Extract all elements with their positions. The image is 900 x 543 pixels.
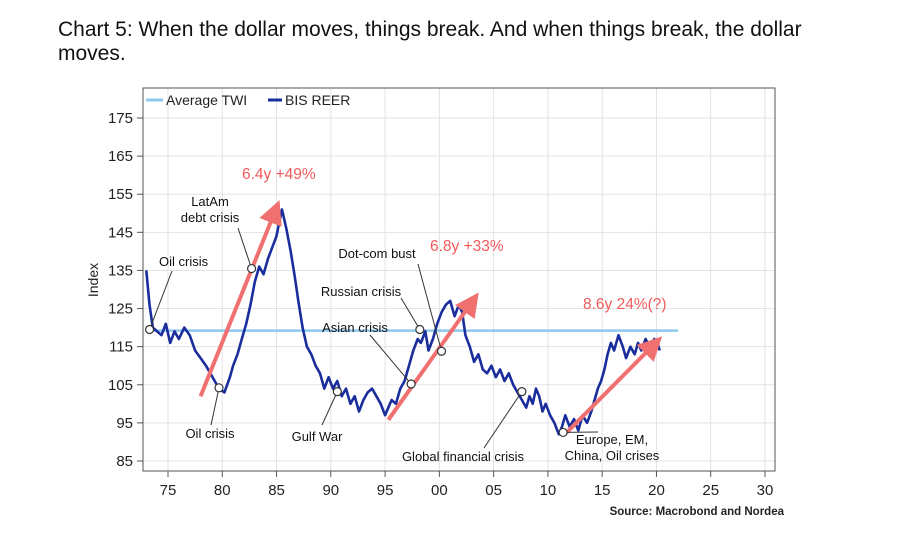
y-tick-label: 125 (108, 301, 133, 318)
annotation-label: Russian crisis (321, 284, 402, 299)
x-tick-label: 05 (485, 482, 502, 499)
x-tick-label: 00 (431, 482, 448, 499)
y-axis: 85 95 105 115 125 135 145 155 165 175 (108, 110, 143, 470)
legend: Average TWI BIS REER (146, 92, 350, 108)
annotation-marker (332, 387, 342, 397)
x-tick-label: 80 (214, 482, 231, 499)
legend-label-twi: Average TWI (166, 92, 247, 108)
chart-title: Chart 5: When the dollar moves, things b… (58, 18, 802, 65)
annotation-marker (558, 427, 568, 438)
y-axis-label: Index (85, 263, 101, 297)
annotation-leader (321, 391, 338, 426)
x-tick-label: 20 (648, 482, 665, 499)
trend-label: 6.8y +33% (430, 238, 504, 255)
annotation-leader (210, 387, 220, 426)
x-tick-label: 10 (540, 482, 557, 499)
x-tick-label: 95 (377, 482, 394, 499)
annotation-marker (214, 383, 224, 393)
source-note: Source: Macrobond and Nordea (609, 506, 784, 518)
y-tick-label: 85 (116, 453, 133, 470)
annotation-label: debt crisis (181, 210, 240, 225)
annotation-leader (400, 297, 421, 330)
annotation-marker (517, 387, 527, 397)
y-tick-label: 165 (108, 148, 133, 165)
y-tick-label: 155 (108, 186, 133, 203)
annotation-label: China, Oil crises (565, 448, 660, 463)
x-tick-label: 85 (268, 482, 285, 499)
annotation-leader (483, 391, 523, 449)
annotation-marker (246, 263, 257, 274)
trend-label: 6.4y +49% (242, 166, 316, 183)
annotation-leader (237, 227, 253, 269)
y-tick-label: 115 (109, 339, 133, 356)
annotation-label: Oil crisis (185, 426, 235, 441)
trend-label: 8.6y 24%(?) (583, 296, 667, 313)
annotation-label: Europe, EM, (576, 432, 648, 447)
trend-arrow (564, 336, 663, 435)
plot-frame (142, 87, 776, 472)
annotation-leader (417, 263, 443, 352)
annotation-label: Oil crisis (159, 254, 209, 269)
annotation-marker (144, 324, 155, 335)
gridlines (143, 88, 775, 471)
annotation-leader (149, 270, 173, 330)
legend-label-reer: BIS REER (285, 92, 350, 108)
y-tick-label: 175 (108, 110, 133, 127)
x-tick-label: 90 (322, 482, 339, 499)
y-tick-label: 145 (108, 224, 133, 241)
x-tick-label: 75 (160, 482, 177, 499)
annotation-label: Dot-com bust (338, 246, 416, 261)
x-tick-label: 30 (757, 482, 774, 499)
annotation-label: Asian crisis (322, 320, 388, 335)
trend-arrow (386, 292, 479, 421)
x-tick-label: 15 (594, 482, 611, 499)
annotation-marker (415, 324, 425, 335)
annotation-label: Global financial crisis (402, 449, 525, 464)
x-axis: 75 80 85 90 95 00 05 10 15 20 25 30 (160, 471, 774, 499)
annotation-label: LatAm (191, 194, 229, 209)
y-tick-label: 105 (108, 377, 133, 394)
y-tick-label: 135 (108, 262, 133, 279)
annotation-leader (369, 334, 412, 385)
annotation-marker (406, 379, 416, 389)
trend-arrow (198, 200, 282, 397)
x-tick-label: 25 (702, 482, 719, 499)
annotation-marker (436, 346, 447, 356)
annotation-label: Gulf War (292, 429, 343, 444)
y-tick-label: 95 (116, 415, 133, 432)
